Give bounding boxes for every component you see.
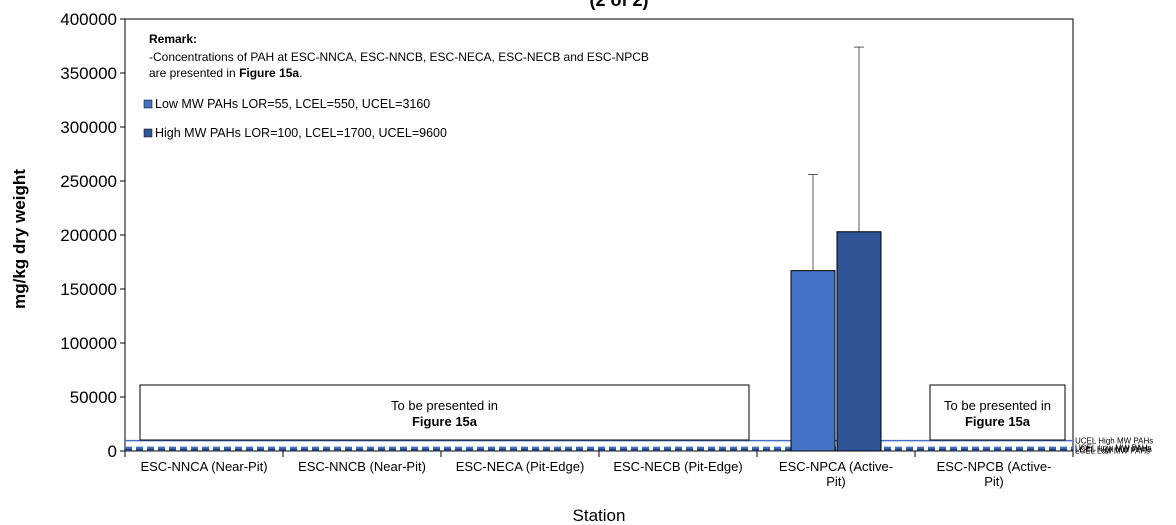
legend-label: High MW PAHs LOR=100, LCEL=1700, UCEL=96… — [155, 126, 447, 140]
remark-line-2-figure: Figure 15a — [239, 66, 299, 80]
legend-swatch — [143, 99, 153, 109]
remark: Remark: -Concentrations of PAH at ESC-NN… — [149, 32, 649, 80]
placeholder-text: To be presented in — [944, 398, 1051, 413]
reference-line-label: LCEL Low MW PAHs — [1075, 446, 1150, 455]
y-tick-label: 250000 — [60, 172, 117, 191]
placeholder-box — [139, 384, 750, 441]
category-label: ESC-NPCA (Active- — [779, 459, 893, 474]
x-axis: ESC-NNCA (Near-Pit) ESC-NNCB (Near-Pit) ES… — [124, 451, 1074, 489]
remark-line-2-prefix: are presented in — [149, 66, 239, 80]
y-tick-label: 350000 — [60, 64, 117, 83]
y-axis: 0 50000 100000 150000 200000 250000 300000 3500… — [60, 10, 1074, 461]
bar — [790, 270, 836, 452]
y-tick-label: 300000 — [60, 118, 117, 137]
bar — [836, 231, 882, 452]
category-label: ESC-NNCA (Near-Pit) — [140, 459, 267, 474]
remark-heading: Remark: — [149, 32, 197, 46]
placeholder-box — [929, 384, 1066, 441]
placeholder-text: To be presented in — [391, 398, 498, 413]
category-label: Pit) — [984, 474, 1004, 489]
category-label: ESC-NECB (Pit-Edge) — [613, 459, 742, 474]
reference-line-label: UCEL High MW PAHs — [1075, 437, 1153, 446]
legend-swatch — [143, 128, 153, 138]
remark-line-1: -Concentrations of PAH at ESC-NNCA, ESC-… — [149, 50, 649, 64]
remark-line-2: are presented in Figure 15a. — [149, 66, 302, 80]
y-axis-label: mg/kg dry weight — [10, 169, 29, 309]
y-tick-label: 400000 — [60, 10, 117, 29]
bars — [790, 231, 882, 452]
error-bars — [808, 46, 864, 271]
category-label: ESC-NPCB (Active- — [937, 459, 1052, 474]
chart-title: (2 of 2) — [589, 0, 648, 10]
y-tick-label: 50000 — [70, 388, 117, 407]
placeholder-figure: Figure 15a — [965, 414, 1031, 429]
category-label: ESC-NNCB (Near-Pit) — [298, 459, 426, 474]
legend: Low MW PAHs LOR=55, LCEL=550, UCEL=3160 H… — [143, 97, 447, 140]
x-axis-label: Station — [573, 506, 626, 525]
remark-line-2-suffix: . — [299, 66, 302, 80]
legend-label: Low MW PAHs LOR=55, LCEL=550, UCEL=3160 — [155, 97, 430, 111]
y-tick-label: 200000 — [60, 226, 117, 245]
y-tick-label: 100000 — [60, 334, 117, 353]
y-tick-label: 0 — [108, 442, 117, 461]
category-label: Pit) — [826, 474, 846, 489]
placeholder-figure: Figure 15a — [412, 414, 478, 429]
reference-line-label: UCEL Low MW PAHs — [1075, 444, 1151, 453]
category-label: ESC-NECA (Pit-Edge) — [456, 459, 585, 474]
reference-line-label: LCEL High MW PAHs — [1075, 445, 1152, 454]
y-tick-label: 150000 — [60, 280, 117, 299]
